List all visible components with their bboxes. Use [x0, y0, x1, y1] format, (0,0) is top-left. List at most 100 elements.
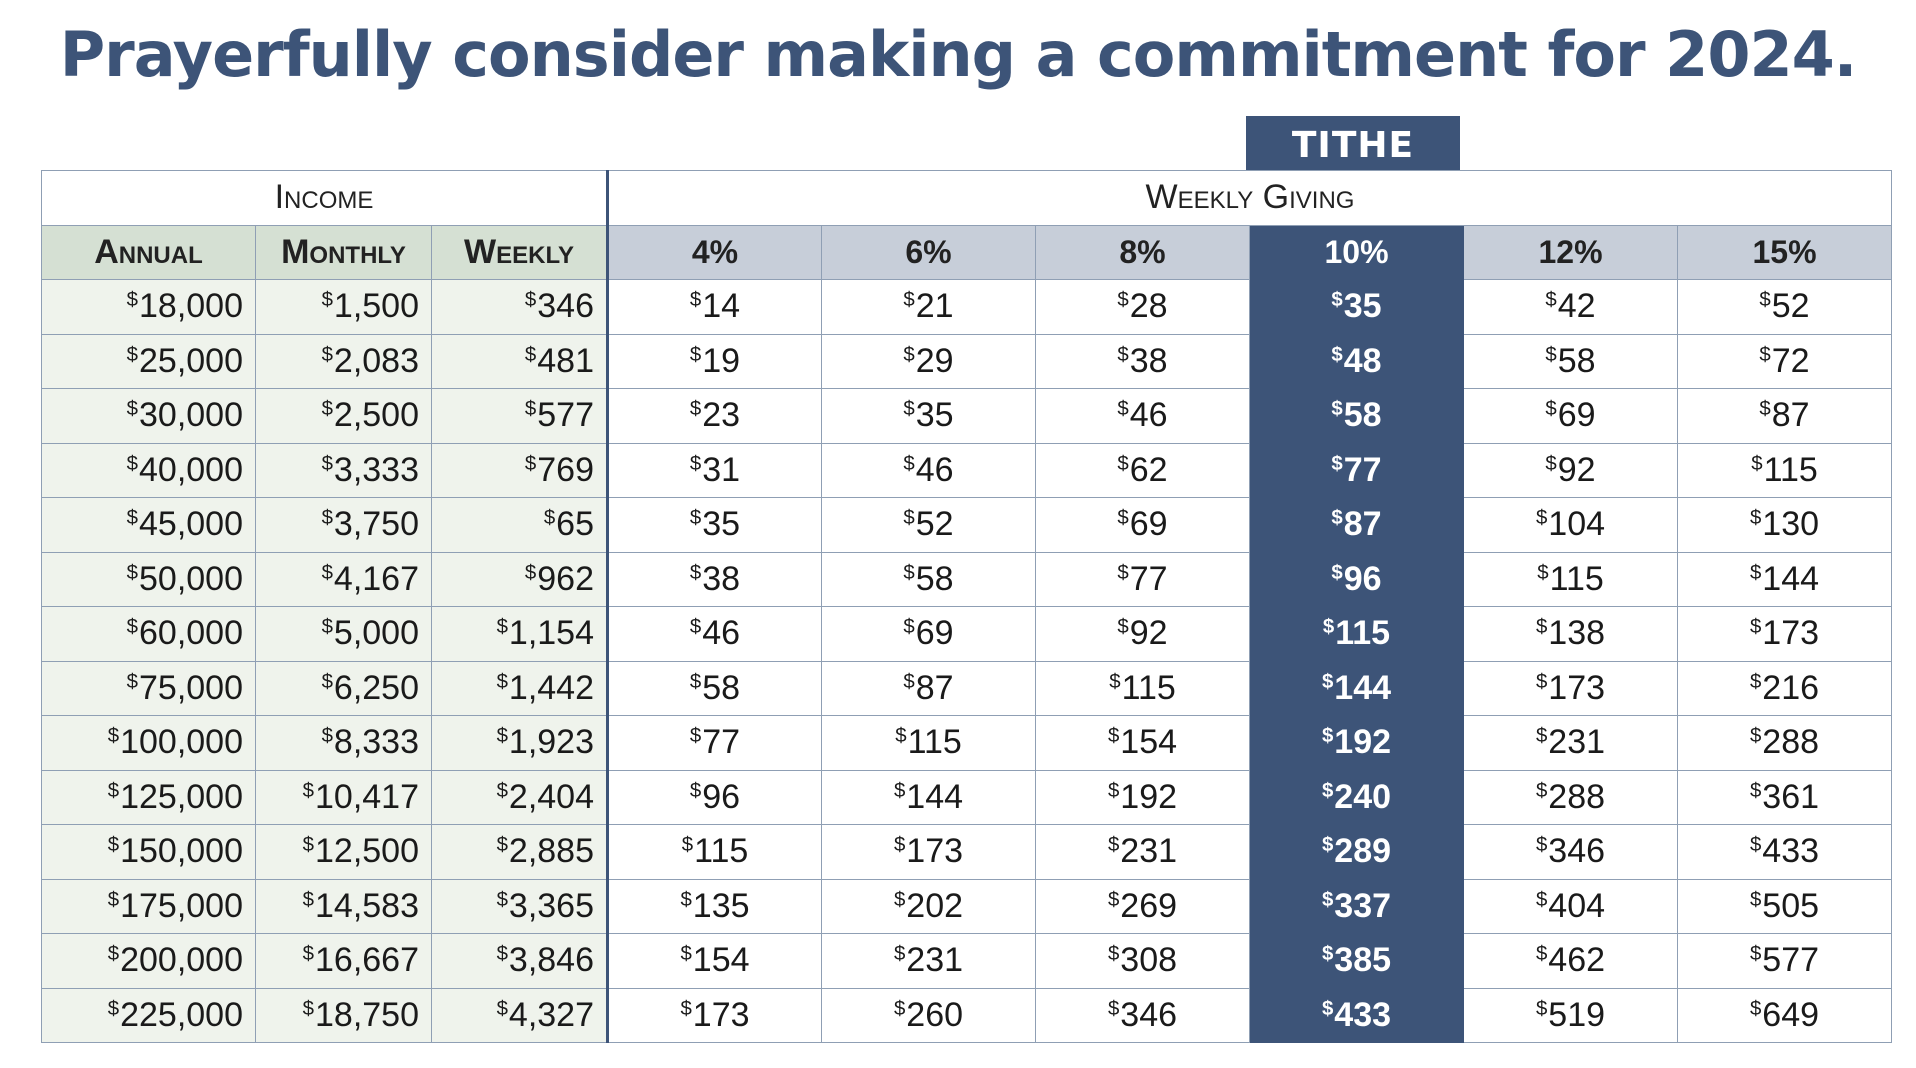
weekly-income-cell: $65	[431, 497, 609, 553]
table-row: $40,000 $3,333 $769 $31 $46 $62 $77 $92 $115	[41, 442, 1892, 498]
giving-cell-15-percent: $361	[1677, 769, 1892, 825]
monthly-income-cell: $2,083	[255, 333, 432, 389]
giving-cell-8-percent: $46	[1035, 388, 1250, 444]
giving-cell-6-percent: $144	[821, 769, 1036, 825]
giving-cell-15-percent: $72	[1677, 333, 1892, 389]
column-header-8-percent: 8%	[1035, 224, 1250, 280]
monthly-income-cell: $3,750	[255, 497, 432, 553]
table-row: $225,000 $18,750 $4,327 $173 $260 $346 $433 $51…	[41, 987, 1892, 1043]
giving-cell-12-percent: $104	[1463, 497, 1678, 553]
annual-income-cell: $25,000	[41, 333, 256, 389]
giving-cell-10-percent: $48	[1249, 333, 1464, 389]
monthly-income-cell: $6,250	[255, 660, 432, 716]
giving-cell-12-percent: $58	[1463, 333, 1678, 389]
giving-cell-4-percent: $173	[607, 987, 822, 1043]
table-row: $75,000 $6,250 $1,442 $58 $87 $115 $144 $173 $21…	[41, 660, 1892, 716]
giving-cell-15-percent: $216	[1677, 660, 1892, 716]
giving-cell-12-percent: $69	[1463, 388, 1678, 444]
giving-cell-10-percent: $115	[1249, 606, 1464, 662]
annual-income-cell: $50,000	[41, 551, 256, 607]
giving-cell-6-percent: $115	[821, 715, 1036, 771]
giving-cell-10-percent: $385	[1249, 933, 1464, 989]
giving-cell-10-percent: $289	[1249, 824, 1464, 880]
giving-cell-10-percent: $192	[1249, 715, 1464, 771]
giving-cell-12-percent: $462	[1463, 933, 1678, 989]
giving-cell-6-percent: $260	[821, 987, 1036, 1043]
giving-cell-4-percent: $115	[607, 824, 822, 880]
annual-income-cell: $40,000	[41, 442, 256, 498]
annual-income-cell: $100,000	[41, 715, 256, 771]
giving-cell-10-percent: $96	[1249, 551, 1464, 607]
table-row: $125,000 $10,417 $2,404 $96 $144 $192 $240 $288…	[41, 769, 1892, 825]
annual-income-cell: $75,000	[41, 660, 256, 716]
monthly-income-cell: $4,167	[255, 551, 432, 607]
giving-cell-8-percent: $308	[1035, 933, 1250, 989]
giving-cell-12-percent: $231	[1463, 715, 1678, 771]
giving-cell-4-percent: $19	[607, 333, 822, 389]
table-row: $45,000 $3,750 $65 $35 $52 $69 $87 $104 $130	[41, 497, 1892, 553]
annual-income-cell: $125,000	[41, 769, 256, 825]
column-header-10-percent: 10%	[1249, 224, 1464, 280]
giving-cell-6-percent: $52	[821, 497, 1036, 553]
giving-cell-8-percent: $28	[1035, 279, 1250, 335]
table-row: $175,000 $14,583 $3,365 $135 $202 $269 $337 $40…	[41, 878, 1892, 934]
weekly-income-cell: $577	[431, 388, 609, 444]
giving-cell-15-percent: $130	[1677, 497, 1892, 553]
column-header-monthly: Monthly	[255, 224, 432, 280]
giving-cell-10-percent: $144	[1249, 660, 1464, 716]
annual-income-cell: $175,000	[41, 878, 256, 934]
giving-cell-4-percent: $135	[607, 878, 822, 934]
giving-cell-6-percent: $29	[821, 333, 1036, 389]
giving-cell-8-percent: $346	[1035, 987, 1250, 1043]
monthly-income-cell: $16,667	[255, 933, 432, 989]
giving-cell-12-percent: $519	[1463, 987, 1678, 1043]
giving-cell-10-percent: $433	[1249, 987, 1464, 1043]
table-row: $25,000 $2,083 $481 $19 $29 $38 $48 $58 $72	[41, 333, 1892, 389]
giving-cell-4-percent: $46	[607, 606, 822, 662]
giving-cell-4-percent: $96	[607, 769, 822, 825]
giving-cell-10-percent: $58	[1249, 388, 1464, 444]
giving-cell-15-percent: $649	[1677, 987, 1892, 1043]
giving-cell-4-percent: $38	[607, 551, 822, 607]
giving-cell-15-percent: $87	[1677, 388, 1892, 444]
giving-cell-8-percent: $38	[1035, 333, 1250, 389]
giving-cell-12-percent: $92	[1463, 442, 1678, 498]
giving-cell-15-percent: $577	[1677, 933, 1892, 989]
giving-cell-10-percent: $87	[1249, 497, 1464, 553]
giving-cell-12-percent: $404	[1463, 878, 1678, 934]
table-row: $100,000 $8,333 $1,923 $77 $115 $154 $192 $231 $…	[41, 715, 1892, 771]
giving-cell-4-percent: $58	[607, 660, 822, 716]
weekly-income-cell: $3,846	[431, 933, 609, 989]
giving-cell-10-percent: $337	[1249, 878, 1464, 934]
monthly-income-cell: $14,583	[255, 878, 432, 934]
table-row: $30,000 $2,500 $577 $23 $35 $46 $58 $69 $87	[41, 388, 1892, 444]
giving-cell-10-percent: $35	[1249, 279, 1464, 335]
giving-cell-10-percent: $240	[1249, 769, 1464, 825]
column-header-6-percent: 6%	[821, 224, 1036, 280]
giving-table: Income Weekly Giving Annual Monthly Weekly…	[41, 170, 1892, 1043]
giving-cell-6-percent: $231	[821, 933, 1036, 989]
annual-income-cell: $18,000	[41, 279, 256, 335]
monthly-income-cell: $3,333	[255, 442, 432, 498]
giving-cell-8-percent: $154	[1035, 715, 1250, 771]
monthly-income-cell: $2,500	[255, 388, 432, 444]
weekly-income-cell: $3,365	[431, 878, 609, 934]
annual-income-cell: $30,000	[41, 388, 256, 444]
income-group-header: Income	[41, 170, 609, 226]
annual-income-cell: $45,000	[41, 497, 256, 553]
table-row: $200,000 $16,667 $3,846 $154 $231 $308 $385 $46…	[41, 933, 1892, 989]
giving-cell-12-percent: $138	[1463, 606, 1678, 662]
giving-cell-8-percent: $69	[1035, 497, 1250, 553]
giving-cell-6-percent: $202	[821, 878, 1036, 934]
giving-cell-8-percent: $77	[1035, 551, 1250, 607]
giving-cell-15-percent: $433	[1677, 824, 1892, 880]
giving-cell-6-percent: $87	[821, 660, 1036, 716]
weekly-income-cell: $769	[431, 442, 609, 498]
column-header-4-percent: 4%	[607, 224, 822, 280]
annual-income-cell: $225,000	[41, 987, 256, 1043]
giving-cell-6-percent: $69	[821, 606, 1036, 662]
giving-cell-4-percent: $23	[607, 388, 822, 444]
giving-cell-15-percent: $505	[1677, 878, 1892, 934]
weekly-income-cell: $4,327	[431, 987, 609, 1043]
weekly-income-cell: $2,404	[431, 769, 609, 825]
